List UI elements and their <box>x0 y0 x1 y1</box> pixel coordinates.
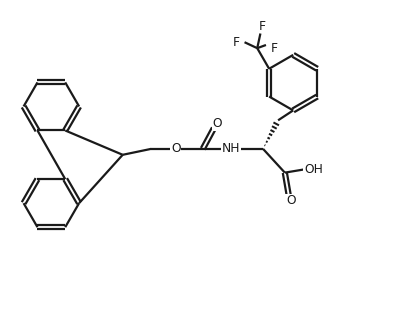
Text: O: O <box>171 142 181 155</box>
Text: OH: OH <box>304 163 323 176</box>
Text: F: F <box>270 42 277 55</box>
Text: O: O <box>213 117 222 130</box>
Text: O: O <box>286 194 296 207</box>
Text: F: F <box>232 36 239 49</box>
Text: NH: NH <box>222 142 240 155</box>
Text: F: F <box>258 20 266 33</box>
